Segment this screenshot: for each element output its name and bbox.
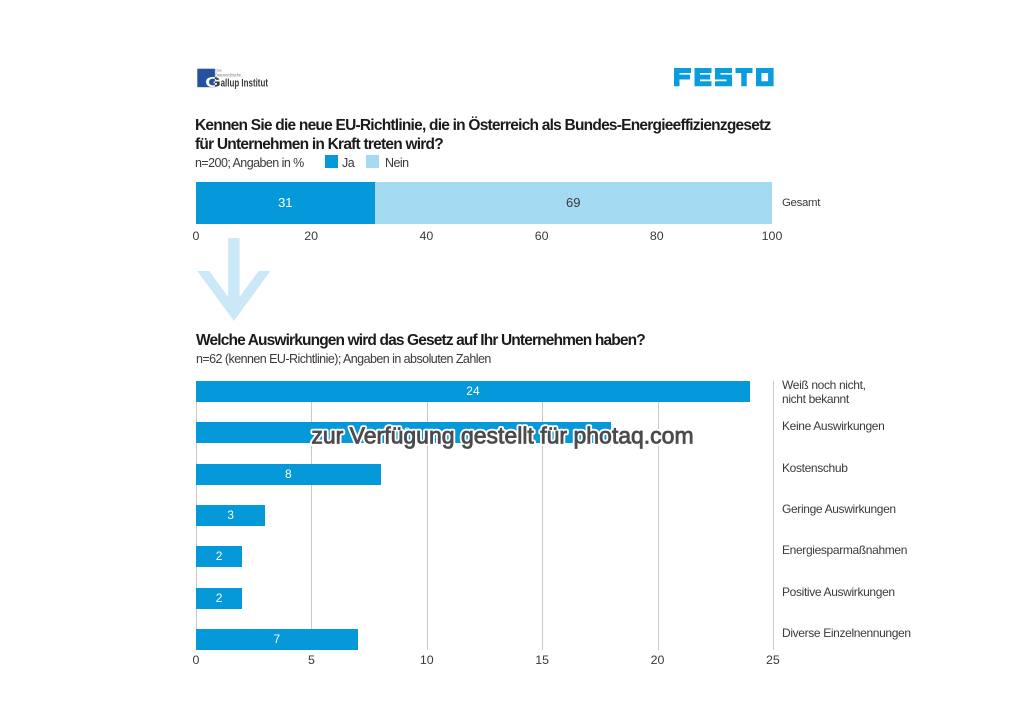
svg-text:Das: Das (215, 69, 222, 73)
svg-text:allup Institut: allup Institut (221, 77, 269, 89)
svg-text:zur Verfügung gestellt für pho: zur Verfügung gestellt für photaq.com (311, 423, 693, 449)
svg-text:zur Verfügung gestellt für pho: zur Verfügung gestellt für photaq.com (311, 423, 693, 449)
svg-text:G: G (205, 74, 221, 91)
svg-text:G: G (205, 74, 221, 91)
svg-text:Österreichische: Österreichische (215, 73, 242, 78)
